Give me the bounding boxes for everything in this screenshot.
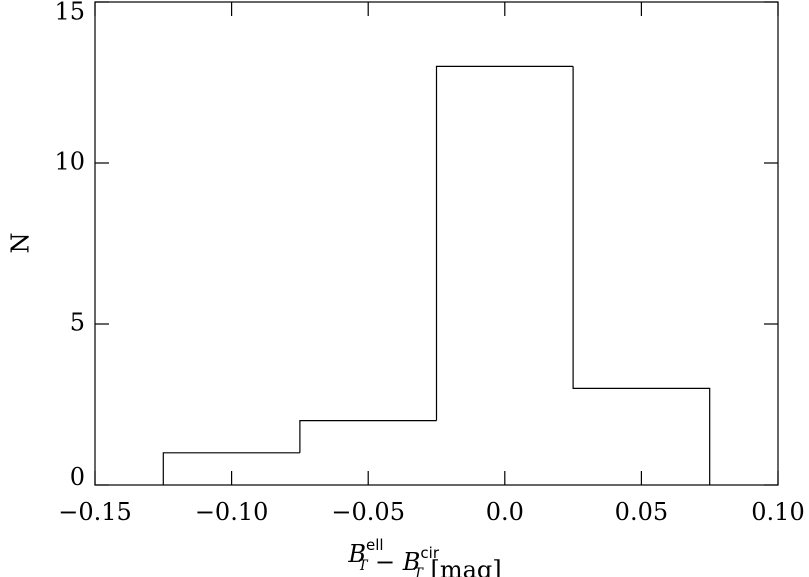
x-label-text: − [367, 548, 402, 576]
x-label-sub: T [358, 558, 369, 574]
x-label-text: B [402, 548, 421, 576]
x-label-sub: T [414, 566, 425, 577]
y-tick-label: 0 [70, 463, 85, 491]
x-label-sup: cir [420, 544, 439, 562]
x-tick-label: 0.05 [615, 498, 668, 526]
bar [299, 420, 437, 453]
y-tick-label: 15 [54, 0, 85, 26]
x-tick-label: −0.15 [58, 498, 132, 526]
x-tick-label: −0.10 [195, 498, 269, 526]
x-label-text: B [347, 540, 366, 568]
y-tick-label: 10 [54, 148, 85, 176]
bar [435, 65, 574, 421]
y-axis-label: N [7, 233, 35, 254]
x-label-text: [mag] [423, 556, 502, 577]
bar [162, 452, 300, 485]
y-tick-label: 5 [70, 309, 85, 337]
x-tick-label: 0.0 [486, 498, 524, 526]
x-label-sup: ell [366, 536, 384, 554]
x-tick-label: −0.05 [331, 498, 405, 526]
plot-frame [94, 1, 779, 486]
x-axis-label: Bell T − Bcir T [mag] [347, 536, 501, 577]
x-tick-label: 0.10 [751, 498, 804, 526]
bar [572, 66, 711, 485]
